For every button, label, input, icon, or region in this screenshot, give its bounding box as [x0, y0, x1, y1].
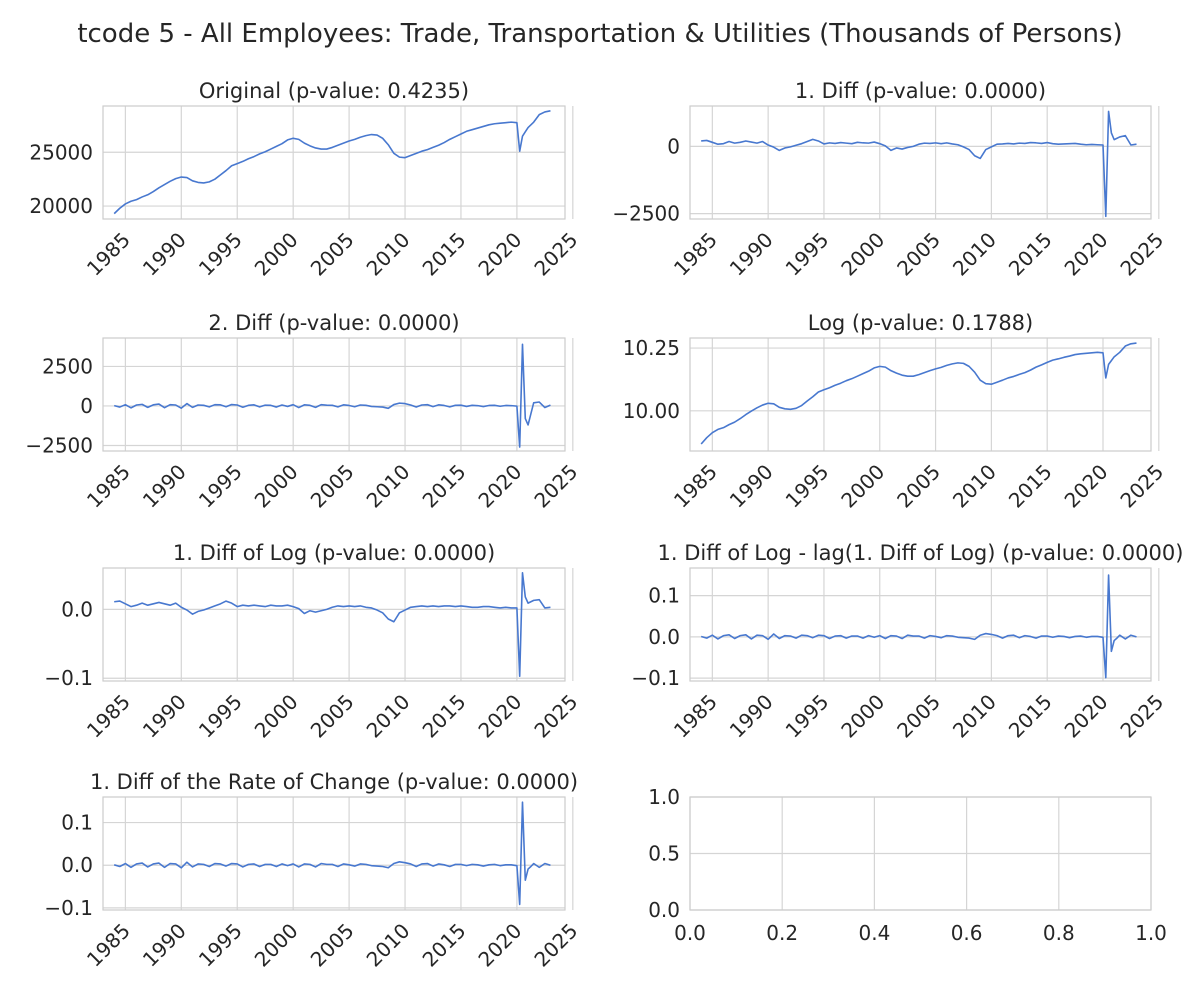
y-tick-label: 0.0 [648, 898, 680, 922]
y-tick-label: −0.1 [631, 666, 680, 690]
series-line [700, 574, 1137, 679]
y-tick-label: 0.0 [61, 597, 93, 621]
figure-suptitle: tcode 5 - All Employees: Trade, Transpor… [77, 19, 1122, 49]
plot-area [103, 568, 565, 681]
x-tick-label: 0.6 [951, 921, 983, 945]
axes-frame [689, 337, 1152, 452]
plot-area [690, 106, 1151, 219]
series-line [113, 343, 551, 448]
y-tick-label: 1.0 [648, 785, 680, 809]
subplot-title: 1. Diff of Log - lag(1. Diff of Log) (p-… [658, 541, 1184, 565]
subplot-title: 2. Diff (p-value: 0.0000) [208, 311, 459, 335]
subplot-title: 1. Diff (p-value: 0.0000) [795, 79, 1046, 103]
axes-frame [102, 796, 566, 911]
series-line [701, 110, 1137, 218]
subplot-title: Log (p-value: 0.1788) [808, 311, 1034, 335]
plot-area [690, 338, 1151, 451]
y-tick-label: 0.0 [61, 853, 93, 877]
axes-frame [102, 337, 566, 452]
x-tick-label: 0.4 [858, 921, 890, 945]
y-tick-label: −2500 [612, 202, 680, 226]
y-tick-label: 0.5 [648, 842, 680, 866]
y-tick-label: 10.00 [623, 399, 680, 423]
axes-frame [102, 567, 566, 682]
subplot-title: Original (p-value: 0.4235) [199, 79, 469, 103]
y-tick-label: 0 [80, 394, 93, 418]
plot-area [690, 568, 1151, 681]
y-tick-label: −0.1 [44, 666, 93, 690]
y-tick-label: 0.0 [648, 625, 680, 649]
series-line [700, 342, 1137, 445]
x-tick-label: 0.0 [674, 921, 706, 945]
series-line [113, 801, 551, 906]
subplot-empty: 0.0 0.2 0.4 0.6 0.8 1.0 0.0 0.5 1.0 [648, 785, 1167, 945]
y-tick-label: 0.1 [648, 584, 680, 608]
y-tick-label: 20000 [29, 194, 93, 218]
x-tick-label: 1.0 [1135, 921, 1167, 945]
axes-frame [689, 796, 1152, 911]
y-tick-label: 0 [667, 134, 680, 158]
axes-frame [689, 105, 1152, 220]
plot-area [103, 797, 565, 910]
y-tick-label: −2500 [25, 433, 93, 457]
plot-area [103, 338, 565, 451]
series-line [113, 110, 551, 215]
subplot-diff_log_lag: 1985 1990 1995 2000 2005 2010 2015 2020 2025−0.1… [631, 541, 1183, 743]
y-tick-label: 10.25 [623, 336, 680, 360]
axes-frame [689, 567, 1152, 682]
y-tick-label: −0.1 [44, 896, 93, 920]
y-tick-label: 2500 [42, 354, 93, 378]
y-tick-label: 0.1 [61, 811, 93, 835]
axes-frame [102, 105, 566, 220]
subplot-title: 1. Diff of Log (p-value: 0.0000) [173, 541, 495, 565]
x-tick-label: 0.2 [766, 921, 798, 945]
series-line [114, 572, 551, 677]
x-tick-label: 0.8 [1043, 921, 1075, 945]
y-tick-label: 25000 [29, 140, 93, 164]
subplot-title: 1. Diff of the Rate of Change (p-value: … [90, 770, 578, 794]
